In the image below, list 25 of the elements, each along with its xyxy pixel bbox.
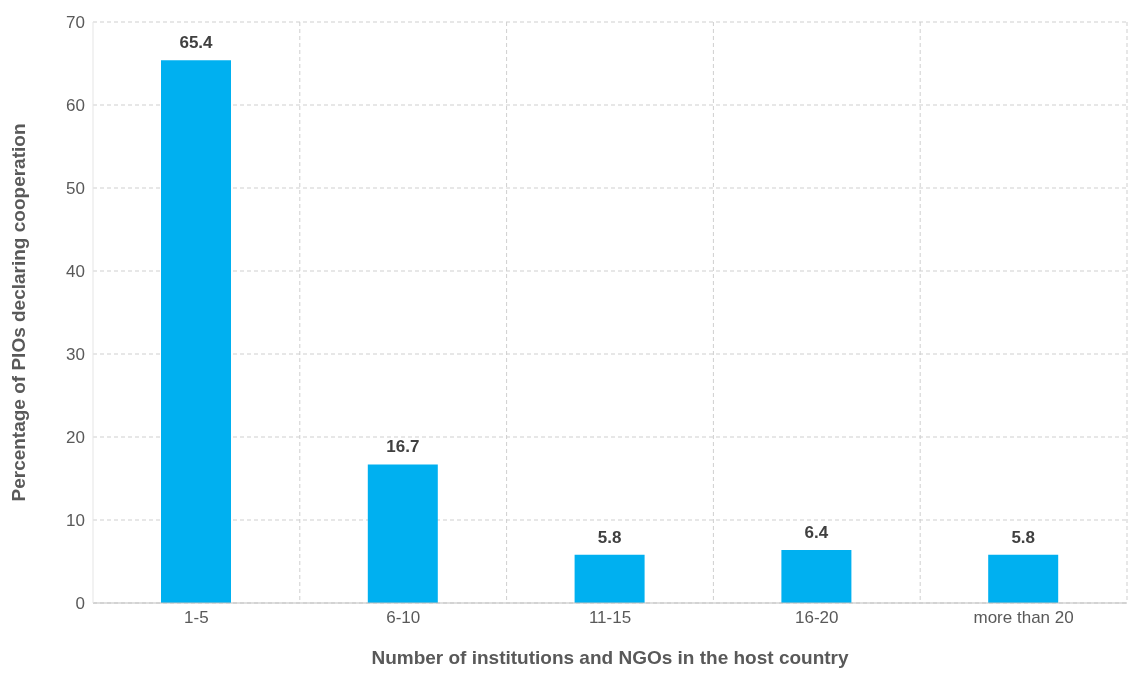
data-label: 16.7 <box>386 437 420 457</box>
x-axis-title: Number of institutions and NGOs in the host country <box>371 647 849 668</box>
bar <box>574 554 645 603</box>
x-tick-label: 6-10 <box>386 608 421 628</box>
bar <box>161 60 231 603</box>
data-label: 65.4 <box>179 33 214 53</box>
y-axis-title: Percentage of PIOs declaring cooperation <box>7 123 29 502</box>
y-tick-label: 10 <box>66 511 85 531</box>
y-tick-label: 20 <box>66 428 85 448</box>
data-label: 5.8 <box>597 527 622 547</box>
x-tick-label: 16-20 <box>795 608 839 628</box>
y-tick-label: 0 <box>75 594 85 614</box>
bar <box>988 554 1059 603</box>
y-tick-label: 60 <box>66 96 85 116</box>
data-label: 5.8 <box>1011 527 1036 547</box>
y-tick-label: 50 <box>66 179 85 199</box>
bar <box>781 549 852 603</box>
x-tick-label: 1-5 <box>184 608 209 628</box>
x-tick-label: 11-15 <box>588 608 632 628</box>
y-tick-label: 40 <box>66 262 85 282</box>
data-label: 6.4 <box>804 522 829 542</box>
y-tick-label: 70 <box>66 13 85 33</box>
x-tick-label: more than 20 <box>973 608 1074 628</box>
y-tick-label: 30 <box>66 345 85 365</box>
bar <box>367 464 438 603</box>
